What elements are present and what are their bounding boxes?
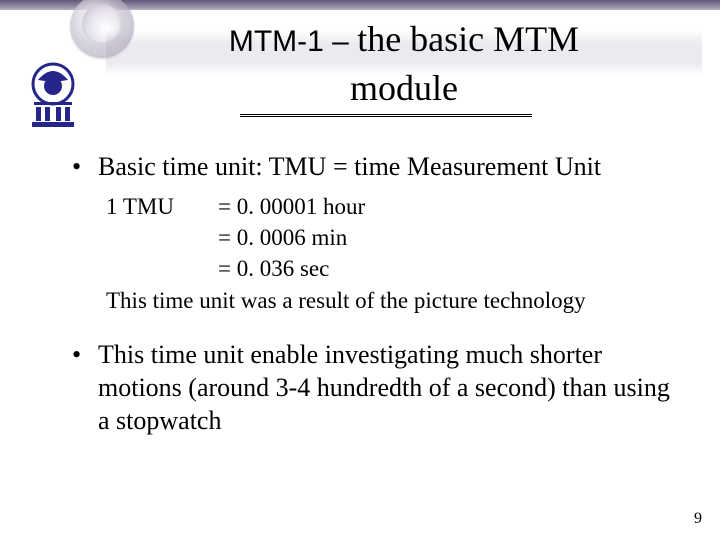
conv-label: 1 TMU bbox=[106, 191, 218, 222]
conv-row-3: = 0. 036 sec bbox=[106, 253, 680, 284]
title-underline bbox=[240, 114, 532, 118]
slide-body: Basic time unit: TMU = time Measurement … bbox=[60, 150, 680, 520]
title-text: MTM-1 – the basic MTM module bbox=[108, 10, 700, 111]
conv-note: This time unit was a result of the pictu… bbox=[106, 286, 680, 316]
conv-row-2: = 0. 0006 min bbox=[106, 222, 680, 253]
conv-eq-sec: = 0. 036 sec bbox=[218, 253, 329, 284]
conv-eq-min: = 0. 0006 min bbox=[218, 222, 347, 253]
conv-row-1: 1 TMU = 0. 00001 hour bbox=[106, 191, 680, 222]
conv-label-spacer bbox=[106, 222, 218, 253]
page-number: 9 bbox=[694, 510, 702, 528]
title-prefix: MTM-1 – bbox=[229, 25, 357, 58]
title-line2: module bbox=[350, 68, 458, 108]
conversion-block: 1 TMU = 0. 00001 hour = 0. 0006 min = 0.… bbox=[106, 191, 680, 316]
bullet-2: This time unit enable investigating much… bbox=[60, 338, 680, 437]
institution-logo bbox=[18, 56, 88, 130]
conv-eq-hour: = 0. 00001 hour bbox=[218, 191, 365, 222]
slide-title: MTM-1 – the basic MTM module bbox=[108, 10, 700, 126]
bullet-2-text: This time unit enable investigating much… bbox=[98, 340, 670, 435]
title-rest-1: the basic MTM bbox=[357, 19, 579, 59]
bullet-1: Basic time unit: TMU = time Measurement … bbox=[60, 150, 680, 183]
conv-label-spacer bbox=[106, 253, 218, 284]
bullet-1-text: Basic time unit: TMU = time Measurement … bbox=[98, 152, 601, 181]
